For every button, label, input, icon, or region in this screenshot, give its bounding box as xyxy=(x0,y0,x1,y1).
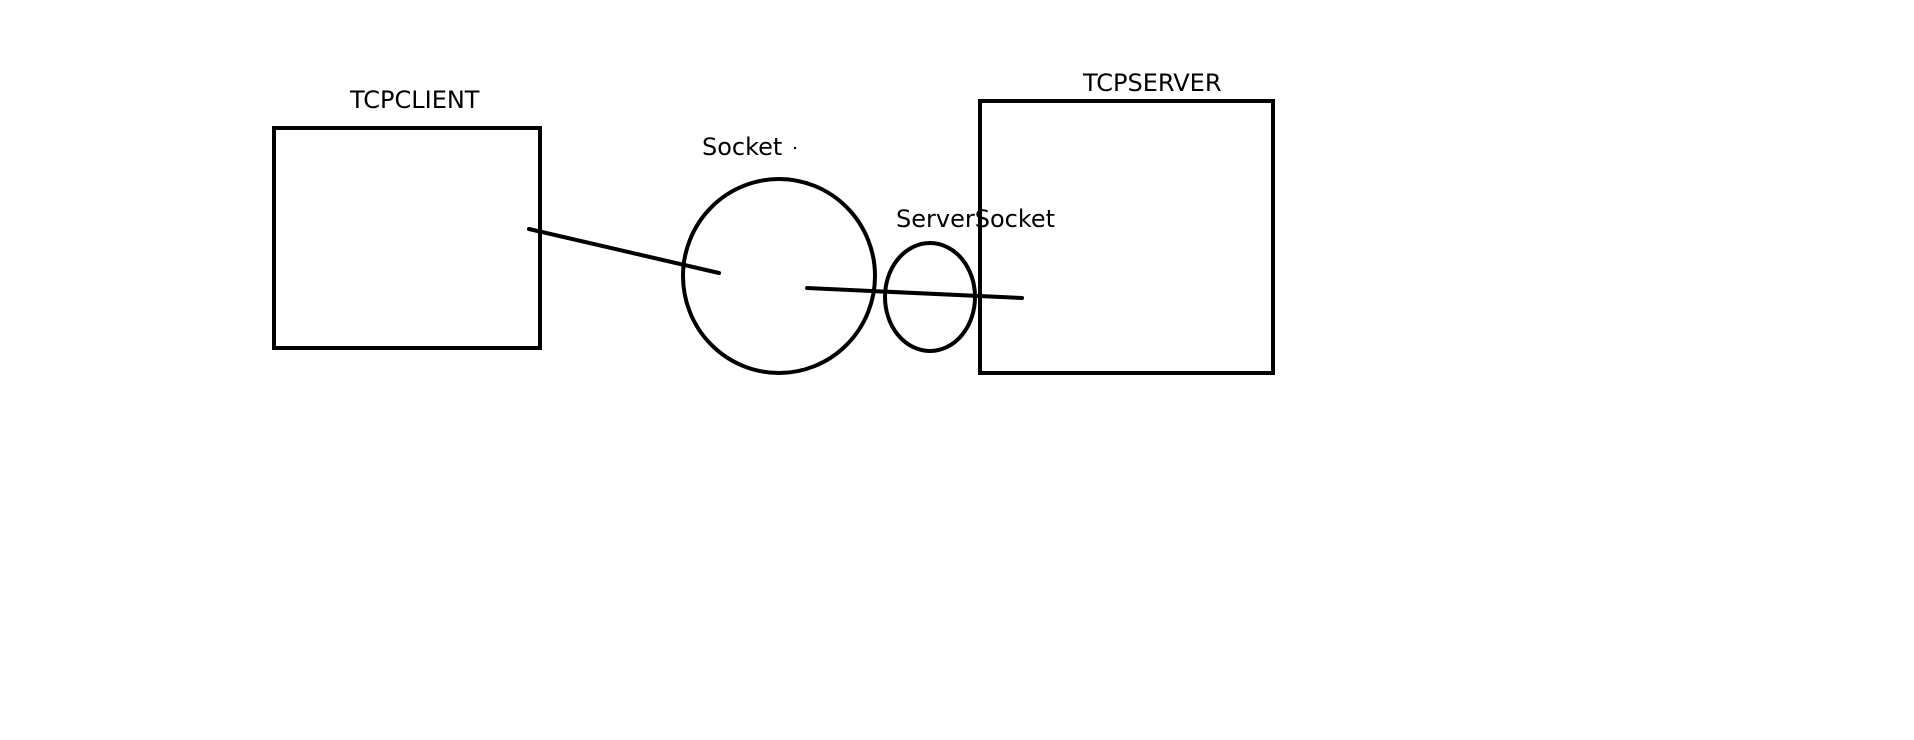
tcp-server-box xyxy=(978,99,1275,375)
tcp-client-label: TCPCLIENT xyxy=(349,86,480,114)
client-to-socket-line xyxy=(527,227,721,275)
socket-circle xyxy=(681,177,877,375)
server-socket-label: ServerSocket xyxy=(896,205,1055,233)
tcp-server-label: TCPSERVER xyxy=(1082,69,1222,97)
socket-label: Socket xyxy=(702,133,782,161)
tcp-client-box xyxy=(272,126,542,350)
stray-dot xyxy=(793,146,797,150)
socket-to-server-line xyxy=(805,286,1024,300)
